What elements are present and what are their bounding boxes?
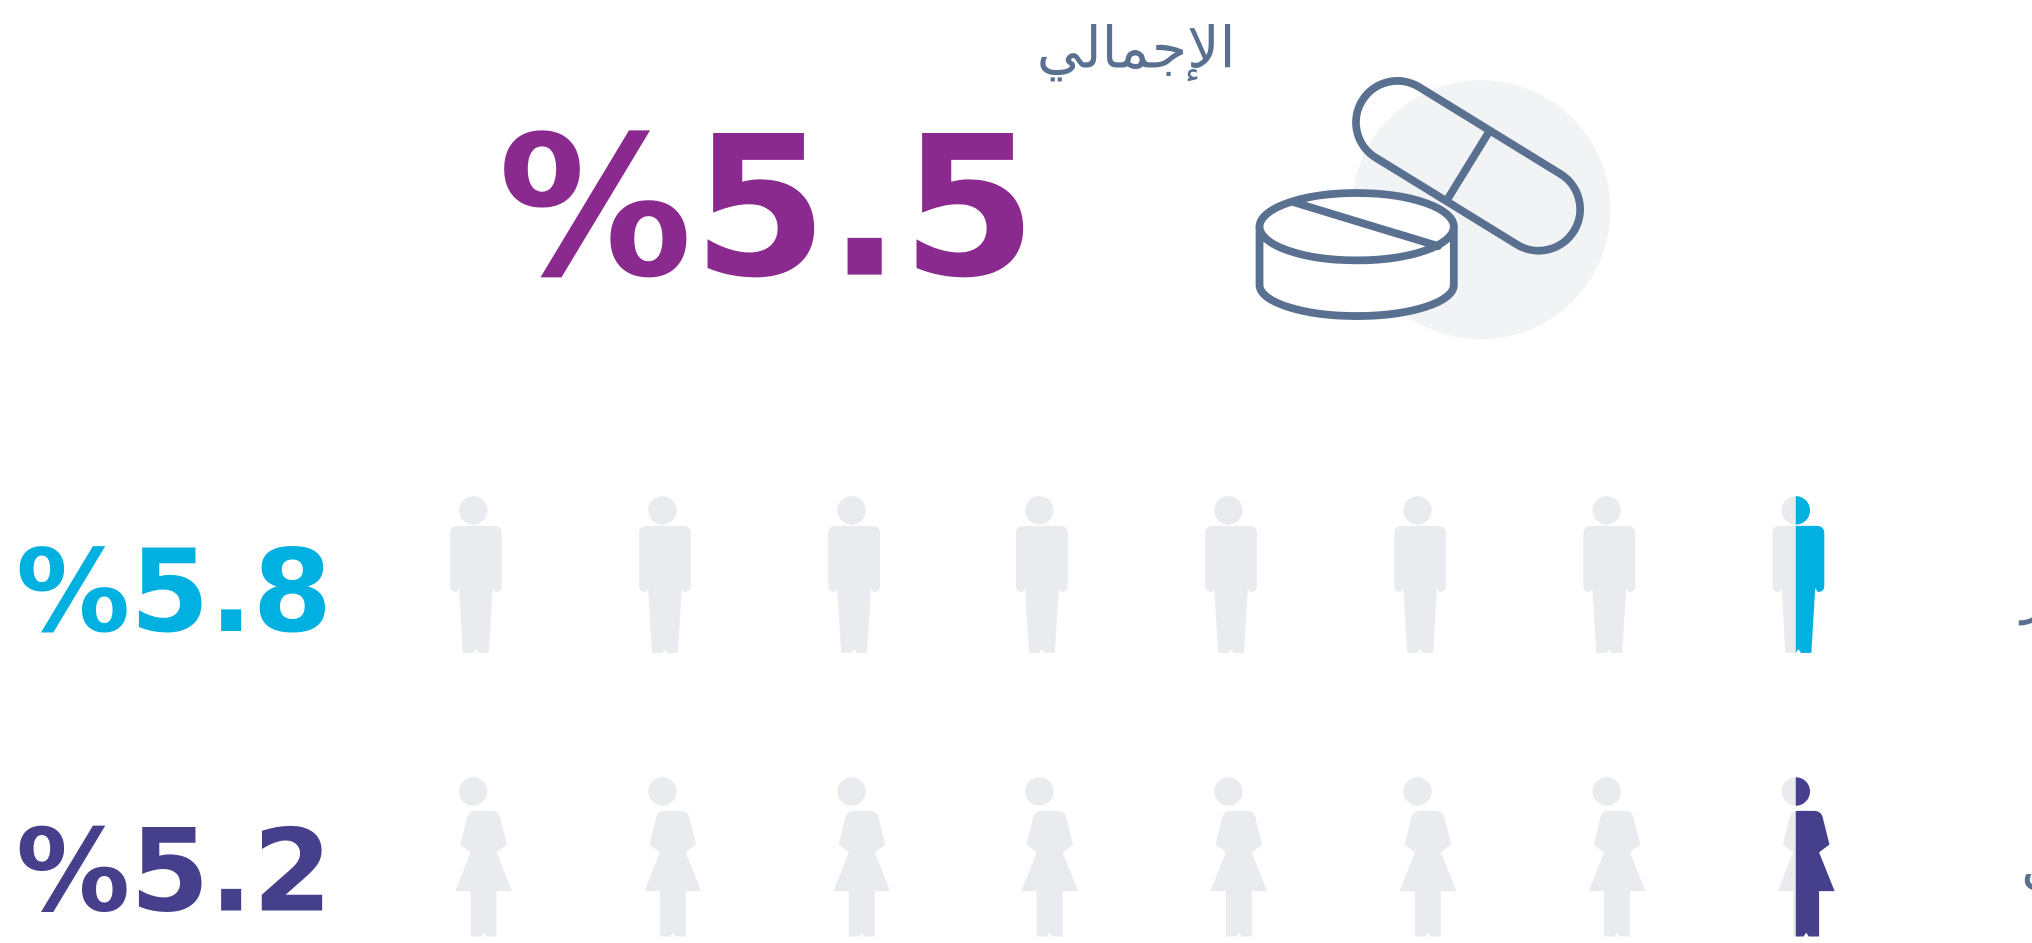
head [1025, 496, 1054, 525]
person-icon [833, 777, 891, 937]
body [1210, 810, 1268, 937]
person-icon [1772, 496, 1825, 653]
head [837, 496, 866, 525]
head [648, 777, 677, 806]
body [1394, 525, 1447, 653]
body [1583, 525, 1636, 653]
head [1214, 777, 1243, 806]
head [1214, 496, 1243, 525]
row-label: ذكور [2018, 559, 2032, 625]
person-icon [455, 777, 513, 937]
half-fill [1795, 777, 1835, 937]
half-fill [1795, 496, 1825, 653]
body [1399, 810, 1457, 937]
body [1588, 810, 1646, 937]
head [1592, 777, 1621, 806]
body [1016, 525, 1068, 653]
person-icon [1583, 496, 1636, 653]
person-icon [1588, 777, 1646, 937]
head [648, 496, 677, 525]
body [1021, 810, 1079, 937]
head [1403, 496, 1432, 525]
person-icon [828, 496, 880, 653]
head [459, 777, 488, 806]
body [833, 810, 891, 937]
person-icon [1394, 496, 1447, 653]
total-value: %5.5 [498, 95, 1037, 321]
total-label: الإجمالي [1037, 15, 1236, 82]
person-icon [1021, 777, 1079, 937]
person-icon [449, 496, 502, 653]
row-value: %5.8 [16, 525, 332, 658]
person-icon [1399, 777, 1457, 937]
head [1592, 496, 1621, 525]
body [449, 525, 502, 653]
head [837, 777, 866, 806]
head [1025, 777, 1054, 806]
row-label: إناث [2021, 839, 2032, 906]
body [1795, 525, 1825, 653]
head [1795, 496, 1811, 525]
body [1205, 525, 1257, 653]
body [828, 525, 880, 653]
person-icon [1777, 777, 1835, 937]
body [644, 810, 702, 937]
pill-icon [1255, 77, 1611, 340]
body [639, 525, 691, 653]
person-icon [1205, 496, 1257, 653]
row-value: %5.2 [16, 805, 332, 938]
person-icon [1016, 496, 1068, 653]
person-icon [639, 496, 691, 653]
head [459, 496, 488, 525]
body [1795, 810, 1835, 937]
person-icon [1210, 777, 1268, 937]
body [455, 810, 513, 937]
head [1795, 777, 1811, 806]
head [1403, 777, 1432, 806]
person-icon [644, 777, 702, 937]
